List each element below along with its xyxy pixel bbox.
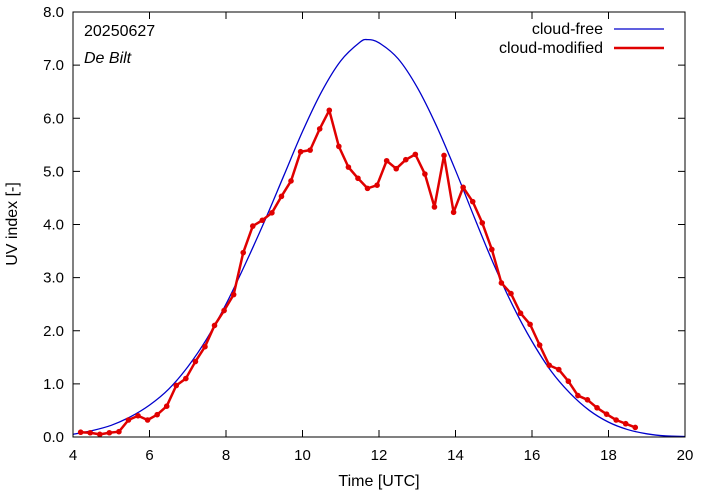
data-point-cloud-modified [441, 152, 447, 159]
data-point-cloud-modified [460, 184, 466, 191]
annotation-location: De Bilt [84, 50, 132, 67]
data-point-cloud-modified [345, 164, 352, 170]
y-tick-label: 3.0 [43, 270, 64, 287]
x-tick-label: 8 [222, 447, 230, 464]
x-tick-label: 20 [677, 447, 694, 464]
data-point-cloud-modified [517, 310, 524, 317]
annotation-date: 20250627 [84, 23, 155, 40]
data-point-cloud-modified [632, 424, 639, 431]
data-point-cloud-modified [565, 378, 572, 385]
legend: cloud-free cloud-modified [499, 21, 664, 57]
data-point-cloud-modified [527, 321, 533, 328]
y-tick-label: 7.0 [43, 57, 64, 74]
data-point-cloud-modified [450, 209, 457, 216]
data-point-cloud-modified [498, 280, 505, 286]
x-tick-label: 10 [294, 447, 311, 464]
data-point-cloud-modified [355, 175, 361, 182]
data-point-cloud-modified [96, 431, 103, 438]
data-point-cloud-modified [249, 223, 256, 229]
x-tick-label: 18 [600, 447, 617, 464]
data-point-cloud-modified [297, 148, 304, 155]
series-layer [72, 38, 686, 438]
data-point-cloud-modified [393, 165, 400, 172]
x-tick-label: 4 [69, 447, 77, 464]
data-point-cloud-modified [77, 429, 84, 436]
data-point-cloud-modified [622, 420, 629, 427]
data-point-cloud-modified [269, 210, 275, 216]
data-point-cloud-modified [87, 429, 94, 436]
data-point-cloud-modified [402, 156, 409, 163]
data-point-cloud-modified [364, 185, 371, 192]
data-point-cloud-modified [489, 246, 495, 253]
legend-label-cloud-modified: cloud-modified [499, 40, 603, 57]
x-tick-label: 16 [524, 447, 541, 464]
data-point-cloud-modified [422, 171, 428, 177]
data-point-cloud-modified [278, 193, 285, 200]
plot-frame [72, 11, 686, 438]
data-point-cloud-modified [326, 107, 333, 114]
y-tick-label: 8.0 [43, 4, 64, 21]
legend-label-cloud-free: cloud-free [532, 21, 603, 38]
data-point-cloud-modified [173, 382, 180, 389]
y-tick-label: 1.0 [43, 376, 64, 393]
data-point-cloud-modified [230, 291, 237, 298]
data-point-cloud-modified [163, 403, 170, 409]
data-point-cloud-modified [135, 412, 141, 419]
data-point-cloud-modified [183, 375, 189, 382]
data-point-cloud-modified [202, 343, 208, 350]
data-point-cloud-modified [106, 429, 113, 436]
y-tick-label: 2.0 [43, 323, 64, 340]
y-axis-label: UV index [-] [4, 182, 21, 266]
data-point-cloud-modified [125, 417, 132, 423]
data-point-cloud-modified [603, 411, 610, 417]
data-point-cloud-modified [288, 178, 294, 184]
x-axis-label: Time [UTC] [338, 473, 419, 490]
y-tick-label: 4.0 [43, 217, 64, 234]
data-point-cloud-modified [479, 220, 486, 226]
y-tick-label: 6.0 [43, 110, 64, 127]
data-point-cloud-modified [154, 411, 160, 418]
y-tick-label: 0.0 [43, 429, 64, 446]
data-point-cloud-modified [555, 366, 562, 373]
data-point-cloud-modified [316, 126, 323, 132]
data-point-cloud-modified [374, 182, 380, 188]
data-point-cloud-modified [259, 217, 266, 224]
series-line-cloud-free [72, 38, 686, 438]
x-tick-label: 14 [447, 447, 464, 464]
data-point-cloud-modified [144, 417, 151, 423]
data-point-cloud-modified [412, 151, 419, 158]
data-point-cloud-modified [469, 198, 476, 205]
data-point-cloud-modified [307, 147, 313, 153]
data-point-cloud-modified [546, 362, 553, 369]
data-point-cloud-modified [575, 392, 581, 399]
data-point-cloud-modified [383, 157, 390, 164]
data-point-cloud-modified [221, 307, 227, 314]
data-point-cloud-modified [192, 358, 199, 365]
data-point-cloud-modified [336, 143, 342, 150]
axis-layer: 4 6 8 10 12 14 16 18 20 0.0 1.0 2.0 3.0 4.0 5.0 6.0 7.0 8… [43, 4, 693, 464]
data-point-cloud-modified [584, 397, 591, 403]
data-point-cloud-modified [116, 428, 122, 435]
data-point-cloud-modified [240, 249, 247, 256]
x-tick-label: 6 [145, 447, 153, 464]
y-tick-label: 5.0 [43, 163, 64, 180]
data-point-cloud-modified [536, 342, 543, 348]
data-point-cloud-modified [613, 417, 619, 423]
x-tick-label: 12 [371, 447, 388, 464]
data-point-cloud-modified [431, 204, 438, 210]
data-point-cloud-modified [594, 404, 600, 411]
data-point-cloud-modified [211, 322, 218, 329]
data-point-cloud-modified [508, 290, 514, 297]
